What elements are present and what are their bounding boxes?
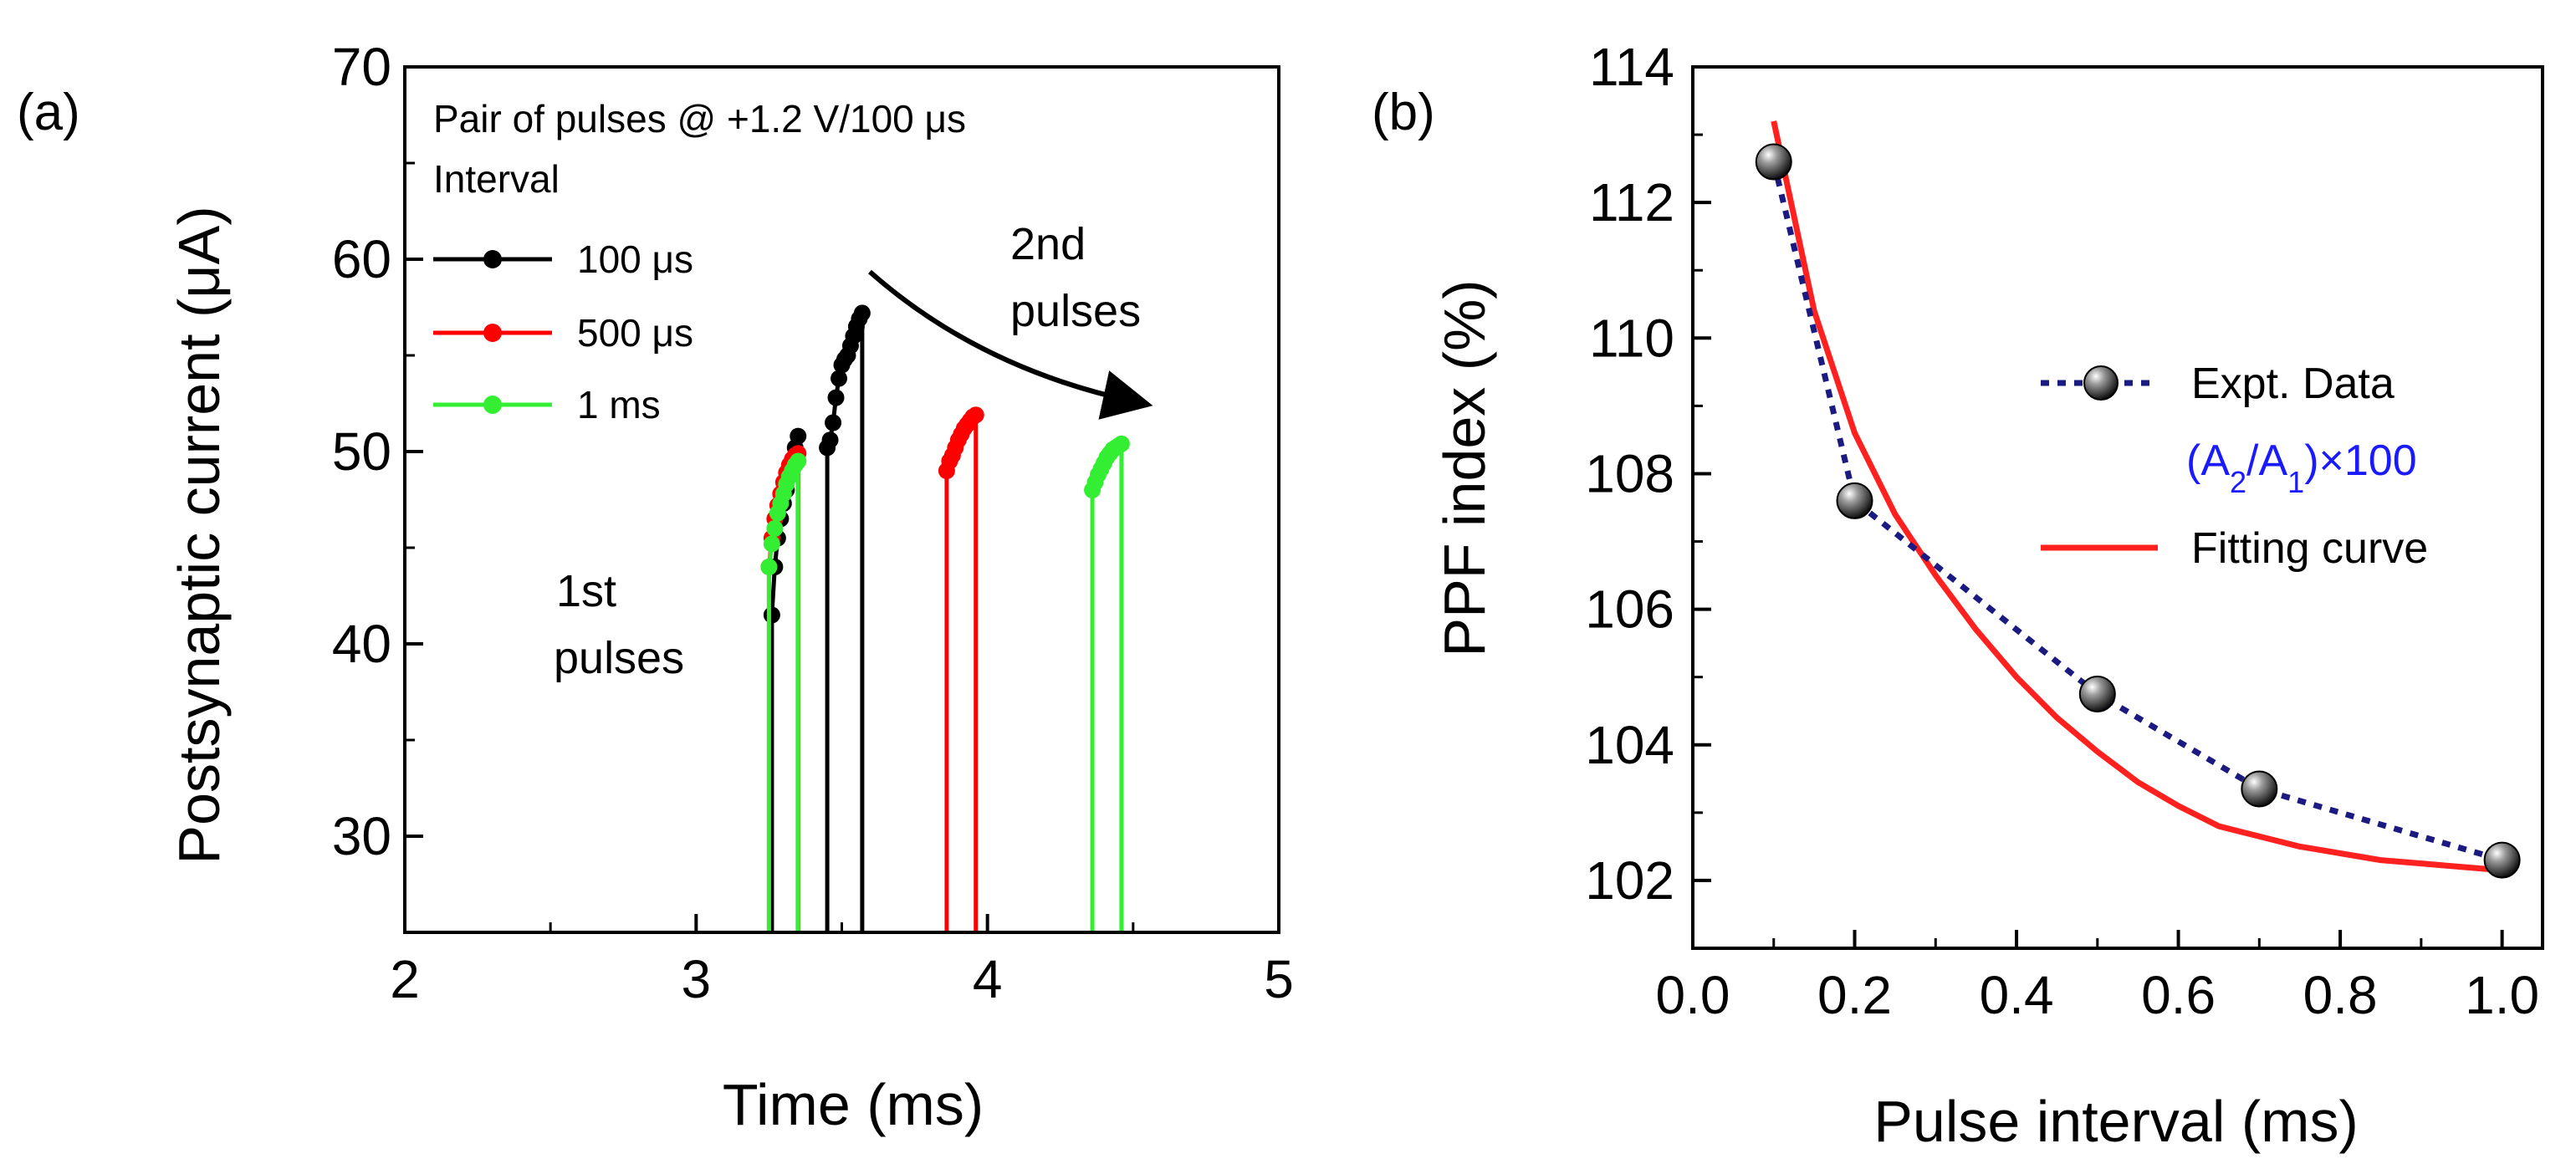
- legend-expt-marker: [2083, 365, 2119, 401]
- panel-a-pulse-line: [944, 411, 979, 932]
- panel-a-series: [760, 304, 1130, 932]
- legend-formula-base: (A: [2186, 436, 2230, 485]
- panel-a-data-point: [766, 520, 784, 537]
- panel-a-y-axis-title: Postsynaptic current (μA): [166, 206, 232, 864]
- panel-a-data-point: [827, 389, 845, 406]
- panel-a-legend-label: 1 ms: [577, 383, 661, 426]
- panel-a-data-point: [831, 370, 848, 387]
- panel-a-annotation-second-line1: 2nd: [1010, 219, 1086, 269]
- panel-b-expt-point: [2078, 675, 2116, 712]
- panel-b-ticks: 0.0 0.2 0.4 0.6 0.8 1.0 102 104 106 108 110 112 114: [1585, 37, 2539, 1025]
- panel-b-fitting-curve: [1771, 120, 2502, 874]
- panel-a-annotation-second-line2: pulses: [1010, 286, 1141, 336]
- panel-a-data-point: [853, 304, 871, 322]
- legend-formula-sub1: 2: [2230, 465, 2246, 499]
- panel-a-x-tick-label: 3: [682, 949, 712, 1009]
- panel-a-ticks: 2 3 4 5 30 40 50 60 70: [332, 37, 1294, 1009]
- panel-b-y-axis-title: PPF index (%): [1432, 279, 1497, 656]
- panel-b-label: (b): [1372, 84, 1435, 141]
- panel-b-y-tick-label: 102: [1585, 850, 1674, 911]
- panel-b-x-tick-label: 1.0: [2465, 965, 2539, 1025]
- panel-a-series-0: [763, 304, 871, 932]
- panel-a-data-point: [790, 427, 807, 445]
- panel-a-chart: (a) Postsynaptic current (μA) Time (ms) …: [17, 37, 1294, 1137]
- panel-b-chart: (b) PPF index (%) Pulse interval (ms) 0.…: [1372, 37, 2544, 1154]
- panel-b-frame: [1691, 65, 2544, 950]
- panel-a-annotation-first-line2: pulses: [554, 633, 684, 683]
- panel-a-data-point: [763, 535, 780, 553]
- panel-b-legend: Expt. Data (A2/A1)×100 Fitting curve: [2041, 360, 2428, 573]
- panel-a-data-point: [1112, 435, 1130, 452]
- panel-a-arrow: [868, 269, 1153, 420]
- panel-a-frame: [403, 65, 1280, 934]
- panel-a-y-tick-label: 50: [332, 421, 391, 482]
- panel-b-x-tick-label: 0.6: [2141, 965, 2216, 1025]
- panel-a-data-point: [763, 606, 780, 624]
- panel-a-legend-marker: [483, 324, 502, 342]
- panel-a-legend-title-line2: Interval: [433, 157, 560, 201]
- panel-a-legend: Pair of pulses @ +1.2 V/100 μs Interval …: [433, 97, 966, 426]
- panel-a-data-point: [821, 431, 839, 449]
- legend-formula-mid: /A: [2246, 436, 2287, 485]
- panel-b-x-axis-title: Pulse interval (ms): [1873, 1089, 2359, 1154]
- panel-b-y-tick-label: 108: [1585, 443, 1674, 503]
- panel-a-legend-marker: [483, 396, 502, 414]
- panel-a-pulse-line: [825, 312, 865, 932]
- panel-a-y-tick-label: 70: [332, 37, 391, 97]
- panel-b-x-tick-label: 0.0: [1656, 965, 1730, 1025]
- panel-a-pulse-line: [1090, 440, 1124, 932]
- panel-a-data-point: [825, 414, 842, 431]
- panel-a-label: (a): [17, 84, 80, 141]
- panel-a-series-2: [760, 435, 1130, 932]
- panel-a-legend-marker: [483, 250, 502, 268]
- panel-b-expt-line: [1771, 161, 2503, 863]
- panel-b-x-tick-label: 0.8: [2303, 965, 2378, 1025]
- legend-expt-label: Expt. Data: [2191, 360, 2395, 408]
- legend-formula-end: )×100: [2304, 436, 2416, 485]
- panel-a-annotation-first-line1: 1st: [556, 566, 616, 616]
- panel-b-x-tick-label: 0.4: [1980, 965, 2054, 1025]
- panel-a-x-tick-label: 5: [1264, 949, 1294, 1009]
- panel-b-x-tick-label: 0.2: [1817, 965, 1892, 1025]
- panel-b-expt-point: [1755, 143, 1792, 181]
- panel-a-y-tick-label: 60: [332, 229, 391, 289]
- panel-a-y-tick-label: 30: [332, 806, 391, 866]
- panel-b-expt-point: [2241, 770, 2278, 808]
- panel-b-y-tick-label: 114: [1589, 37, 1674, 97]
- panel-b-y-tick-label: 110: [1589, 308, 1674, 368]
- panel-a-legend-label: 100 μs: [577, 237, 693, 281]
- panel-a-x-axis-title: Time (ms): [723, 1072, 984, 1137]
- panel-b-series: [1755, 120, 2521, 879]
- panel-a-y-tick-label: 40: [332, 614, 391, 674]
- panel-a-x-tick-label: 2: [390, 949, 420, 1009]
- panel-a-data-point: [760, 559, 778, 575]
- legend-fit-label: Fitting curve: [2191, 524, 2428, 573]
- panel-a-data-point: [967, 406, 984, 424]
- panel-b-expt-point: [1836, 482, 1873, 519]
- panel-b-y-tick-label: 106: [1585, 579, 1674, 640]
- panel-a-data-point: [790, 452, 807, 470]
- panel-b-y-tick-label: 104: [1585, 715, 1674, 775]
- legend-formula: (A2/A1)×100: [2186, 436, 2417, 499]
- panel-b-expt-point: [2483, 841, 2521, 879]
- panel-a-legend-label: 500 μs: [577, 311, 693, 355]
- panel-a-legend-title-line1: Pair of pulses @ +1.2 V/100 μs: [433, 97, 966, 140]
- panel-b-y-tick-label: 112: [1589, 172, 1674, 232]
- panel-a-x-tick-label: 4: [973, 949, 1003, 1009]
- legend-formula-sub2: 1: [2287, 465, 2304, 499]
